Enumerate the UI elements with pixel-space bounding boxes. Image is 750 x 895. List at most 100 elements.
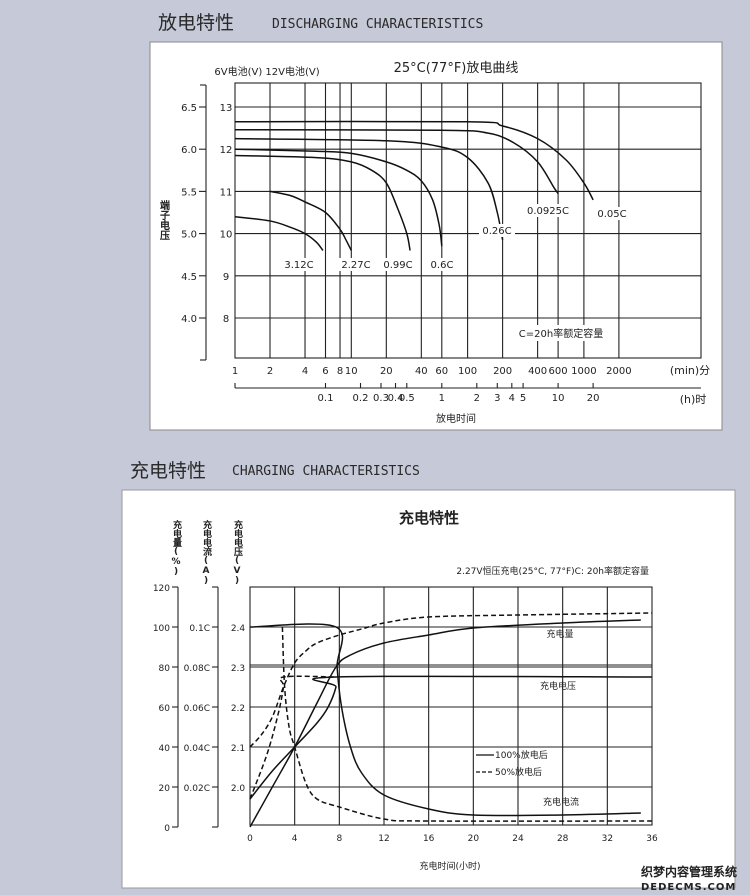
discharge-section-title: 放电特性 (158, 12, 234, 34)
chart-title: 充电特性 (399, 509, 459, 527)
x-tick-label-min: 40 (415, 366, 428, 377)
x-tick-label-min: 20 (380, 366, 393, 377)
x-tick-label-h: 0.4 (388, 393, 404, 404)
current-axis-label: 充电电流(A) (201, 519, 212, 586)
legend-label: 50%放电后 (495, 766, 542, 778)
y-axis-label: 端子电压 (158, 199, 170, 241)
curve-label: 0.99C (383, 260, 412, 271)
discharge-curve-2.27C (269, 190, 352, 251)
current-tick-label: 0.08C (184, 664, 210, 674)
curve-label-bg (479, 224, 515, 237)
x-tick-label: 28 (557, 834, 569, 844)
x-axis-label: 放电时间 (436, 412, 476, 425)
y-tick-label-12v: 9 (223, 272, 229, 283)
x-tick-label-h: 0.1 (318, 393, 334, 404)
charge-axis-label: 充电量(%) (171, 519, 182, 577)
x-tick-label-min: 100 (458, 366, 477, 377)
current-tick-label: 0.04C (184, 744, 210, 754)
x-tick-label-min: 6 (322, 366, 328, 377)
x-tick-label-h: 0.2 (353, 393, 369, 404)
voltage-tick-label: 2.4 (231, 624, 246, 634)
x-tick-label-min: 8 (337, 366, 343, 377)
discharge-curve-3.12C (234, 215, 324, 251)
charge-chart: 充电特性 2.27V恒压充电(25°C, 77°F)C: 20h率额定容量 0 4 8 1… (153, 509, 658, 872)
charge-section-title: 充电特性 (130, 460, 206, 482)
x-tick-label: 24 (512, 834, 524, 844)
curve-label: 0.05C (597, 209, 626, 220)
x-tick-label-min: 2000 (606, 366, 631, 377)
rated-capacity-note: C=20h率额定容量 (519, 327, 603, 340)
y-tick-label-6v: 6.5 (181, 103, 197, 114)
x-tick-label: 12 (378, 834, 389, 844)
x-tick-label: 20 (468, 834, 480, 844)
discharge-curve-0.0925C (234, 129, 559, 194)
curve-label-current: 充电电流 (543, 796, 579, 808)
current-curve-dashed (281, 626, 653, 822)
charge-curve-dashed (249, 612, 653, 748)
charge-tick-label: 100 (153, 624, 170, 634)
charge-curve-solid (249, 619, 641, 828)
x-tick-label-min: 600 (549, 366, 568, 377)
y-tick-label-12v: 10 (220, 230, 233, 241)
x-tick-label: 36 (646, 834, 658, 844)
curve-label-bg (338, 258, 374, 271)
chart-title: 25°C(77°F)放电曲线 (394, 61, 519, 76)
voltage-tick-label: 2.0 (231, 784, 246, 794)
y-tick-label-6v: 4.5 (181, 272, 197, 283)
y-tick-label-12v: 13 (220, 103, 233, 114)
y-tick-label-12v: 12 (220, 145, 233, 156)
watermark-line2: DEDECMS.COM (641, 882, 736, 893)
x-tick-label-h: 0.3 (373, 393, 389, 404)
y-tick-label-6v: 6.0 (181, 145, 197, 156)
charge-tick-label: 120 (153, 584, 170, 594)
discharge-curve-0.26C (234, 137, 504, 241)
x-tick-label-h: 4 (509, 393, 515, 404)
curve-label-voltage: 充电电压 (540, 680, 576, 692)
x-tick-label-min: 4 (302, 366, 308, 377)
charge-tick-label: 0 (164, 824, 170, 834)
discharge-section-title-en: DISCHARGING CHARACTERISTICS (272, 17, 483, 32)
curve-label: 0.6C (431, 260, 454, 271)
curve-label-bg (281, 258, 317, 271)
chart-subtitle: 2.27V恒压充电(25°C, 77°F)C: 20h率额定容量 (456, 565, 649, 577)
x-tick-label: 8 (336, 834, 342, 844)
current-tick-label: 0.06C (184, 704, 210, 714)
y-tick-label-6v: 5.0 (181, 230, 197, 241)
charge-tick-label: 20 (159, 784, 171, 794)
curve-label-bg (424, 258, 460, 271)
y-tick-label-6v: 5.5 (181, 187, 197, 198)
curve-label: 0.26C (482, 226, 511, 237)
y-tick-label-12v: 11 (220, 187, 233, 198)
plot-frame (249, 586, 653, 826)
x-tick-label-h: 3 (494, 393, 500, 404)
x-axis-label: 充电时间(小时) (419, 860, 480, 872)
charge-tick-label: 80 (159, 664, 171, 674)
current-tick-label: 0.1C (189, 624, 210, 634)
voltage-curve-dashed (249, 675, 336, 800)
curve-label-charge: 充电量 (546, 628, 573, 640)
x-tick-label-h: 20 (587, 393, 600, 404)
x-tick-label-min: 200 (493, 366, 512, 377)
discharge-curve-0.05C (234, 120, 594, 201)
discharge-curve-0.6C (234, 148, 443, 247)
curve-label-bg (380, 258, 416, 271)
voltage-curve-solid (249, 675, 653, 800)
voltage-tick-label: 2.2 (231, 704, 245, 714)
curve-label-bg (594, 207, 630, 220)
x-tick-label-min: 10 (345, 366, 358, 377)
current-curve-solid (249, 623, 641, 817)
y-axis-header: 6V电池(V) 12V电池(V) (214, 65, 319, 78)
voltage-axis-label: 充电电压(V) (232, 519, 243, 586)
x-tick-label-h: 10 (552, 393, 565, 404)
x-tick-label-min: 1 (232, 366, 238, 377)
y-tick-label-12v: 8 (223, 314, 229, 325)
charge-tick-label: 40 (159, 744, 171, 754)
x-tick-label: 16 (423, 834, 435, 844)
note-bg (508, 325, 616, 341)
voltage-tick-label: 2.3 (231, 664, 245, 674)
watermark-line1: 织梦内容管理系统 (641, 864, 737, 879)
charge-tick-label: 60 (159, 704, 171, 714)
y-tick-label-6v: 4.0 (181, 314, 197, 325)
